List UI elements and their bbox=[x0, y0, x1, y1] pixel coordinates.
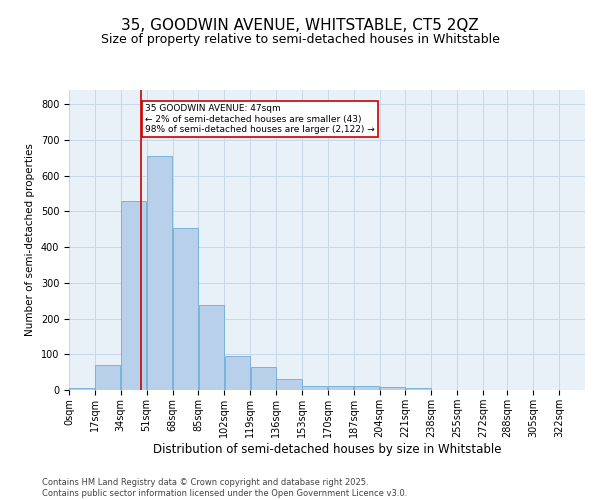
Text: Size of property relative to semi-detached houses in Whitstable: Size of property relative to semi-detach… bbox=[101, 32, 499, 46]
Bar bbox=[173, 228, 198, 390]
X-axis label: Distribution of semi-detached houses by size in Whitstable: Distribution of semi-detached houses by … bbox=[153, 442, 501, 456]
Bar bbox=[251, 367, 275, 390]
Bar bbox=[224, 356, 250, 390]
Bar bbox=[380, 387, 405, 390]
Y-axis label: Number of semi-detached properties: Number of semi-detached properties bbox=[25, 144, 35, 336]
Bar bbox=[354, 386, 379, 390]
Text: Contains HM Land Registry data © Crown copyright and database right 2025.
Contai: Contains HM Land Registry data © Crown c… bbox=[42, 478, 407, 498]
Text: 35 GOODWIN AVENUE: 47sqm
← 2% of semi-detached houses are smaller (43)
98% of se: 35 GOODWIN AVENUE: 47sqm ← 2% of semi-de… bbox=[145, 104, 375, 134]
Text: 35, GOODWIN AVENUE, WHITSTABLE, CT5 2QZ: 35, GOODWIN AVENUE, WHITSTABLE, CT5 2QZ bbox=[121, 18, 479, 32]
Bar bbox=[70, 388, 94, 390]
Bar bbox=[406, 388, 431, 390]
Bar bbox=[199, 305, 224, 390]
Bar bbox=[121, 200, 146, 390]
Bar bbox=[95, 365, 121, 390]
Bar bbox=[328, 386, 353, 390]
Bar bbox=[277, 378, 302, 390]
Bar bbox=[302, 386, 328, 390]
Bar bbox=[147, 156, 172, 390]
